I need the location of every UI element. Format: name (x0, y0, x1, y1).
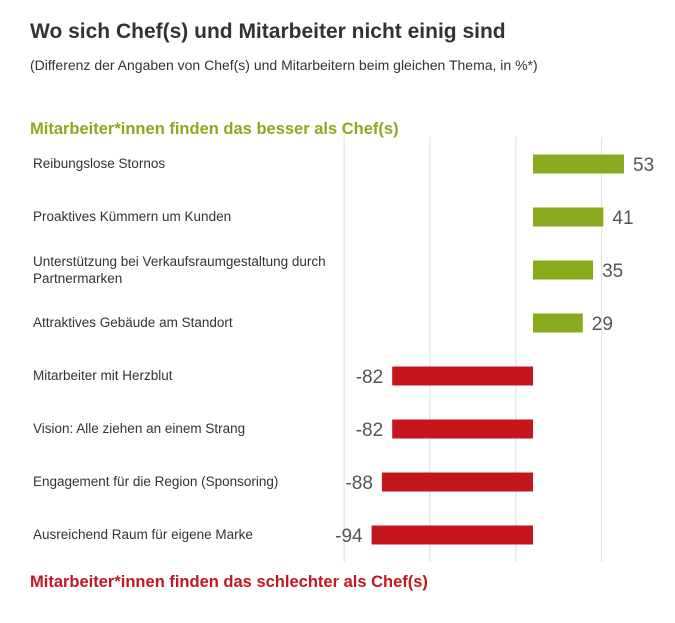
bar (533, 207, 604, 227)
data-label: -82 (356, 367, 383, 388)
bar (533, 313, 583, 333)
data-label: -94 (335, 526, 363, 547)
bar (392, 419, 533, 439)
bar (533, 260, 594, 280)
data-label: -88 (345, 473, 372, 494)
category-label: Unterstützung bei Verkaufsraumgestaltung… (33, 254, 326, 286)
category-label: Vision: Alle ziehen an einem Strang (33, 421, 246, 436)
chart-subtitle: (Differenz der Angaben von Chef(s) und M… (30, 57, 538, 73)
category-label: Mitarbeiter mit Herzblut (33, 368, 173, 383)
data-label: 35 (602, 261, 623, 282)
data-label: -82 (356, 420, 383, 441)
category-label: Ausreichend Raum für eigene Marke (33, 527, 253, 542)
data-label: 41 (612, 208, 633, 229)
section-negative-label: Mitarbeiter*innen finden das schlechter … (30, 573, 428, 591)
bar (392, 366, 533, 386)
bar (371, 525, 533, 545)
data-label: 53 (633, 155, 654, 176)
bar (533, 154, 625, 174)
section-positive-label: Mitarbeiter*innen finden das besser als … (30, 120, 399, 138)
category-label: Reibungslose Stornos (33, 156, 166, 171)
data-label: 29 (592, 314, 613, 335)
chart-title: Wo sich Chef(s) und Mitarbeiter nicht ei… (30, 20, 506, 43)
category-label: Attraktives Gebäude am Standort (33, 315, 233, 330)
category-label: Proaktives Kümmern um Kunden (33, 209, 232, 224)
bar (381, 472, 533, 492)
category-label: Engagement für die Region (Sponsoring) (33, 474, 279, 489)
